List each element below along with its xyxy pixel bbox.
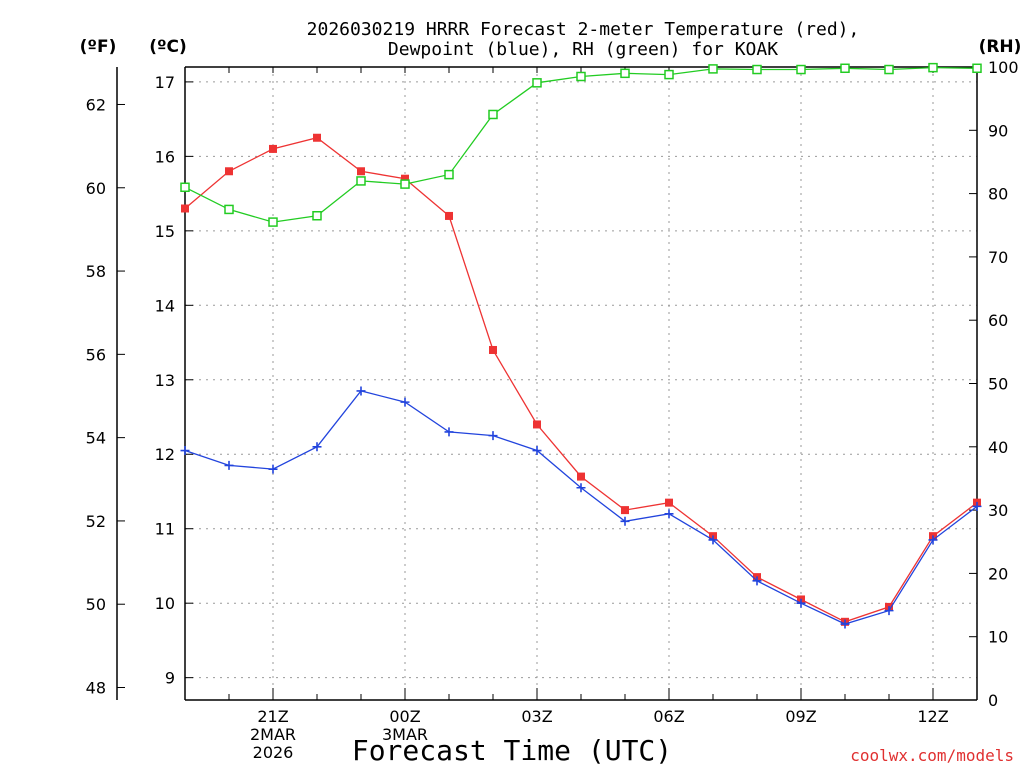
dewpoint-point bbox=[972, 501, 982, 511]
watermark: coolwx.com/models bbox=[850, 746, 1014, 765]
temperature-point bbox=[577, 472, 585, 481]
rh-tick-label: 40 bbox=[988, 438, 1008, 457]
x-tick-label: 00Z bbox=[389, 707, 420, 726]
celsius-tick-label: 15 bbox=[155, 222, 175, 241]
rh-tick-label: 80 bbox=[988, 185, 1008, 204]
dewpoint-point bbox=[400, 397, 410, 407]
fahrenheit-tick-label: 60 bbox=[86, 179, 106, 198]
x-tick-label: 3MAR bbox=[382, 725, 428, 744]
rh-point bbox=[664, 69, 674, 80]
dewpoint-point bbox=[444, 427, 454, 437]
celsius-axis-unit-label: (ºC) bbox=[149, 37, 187, 57]
rh-point bbox=[708, 64, 718, 74]
dewpoint-point bbox=[224, 460, 234, 470]
rh-point bbox=[752, 64, 762, 75]
rh-point bbox=[928, 62, 938, 73]
dewpoint-point bbox=[576, 483, 586, 493]
fahrenheit-tick-label: 54 bbox=[86, 429, 106, 448]
temperature-point bbox=[225, 167, 233, 176]
dewpoint-point bbox=[356, 386, 366, 396]
rh-tick-label: 20 bbox=[988, 564, 1008, 583]
rh-tick-label: 10 bbox=[988, 628, 1008, 647]
rh-tick-label: 30 bbox=[988, 501, 1008, 520]
dewpoint-point bbox=[664, 509, 674, 519]
celsius-tick-label: 12 bbox=[155, 445, 175, 464]
rh-point bbox=[400, 179, 410, 189]
dewpoint-point bbox=[488, 431, 498, 441]
rh-tick-label: 90 bbox=[988, 121, 1008, 140]
dewpoint-point bbox=[620, 516, 630, 526]
fahrenheit-tick-label: 52 bbox=[86, 512, 106, 531]
fahrenheit-axis-unit-label: (ºF) bbox=[80, 37, 117, 57]
rh-point bbox=[972, 63, 982, 74]
celsius-tick-label: 10 bbox=[155, 594, 175, 613]
dewpoint-point bbox=[532, 446, 542, 456]
rh-point bbox=[532, 78, 542, 88]
celsius-tick-label: 13 bbox=[155, 371, 175, 390]
x-tick-label: 03Z bbox=[521, 707, 552, 726]
rh-point bbox=[620, 68, 630, 79]
fahrenheit-tick-label: 62 bbox=[86, 95, 106, 114]
dewpoint-point bbox=[180, 446, 190, 456]
rh-tick-label: 50 bbox=[988, 375, 1008, 394]
x-tick-label: 21Z bbox=[257, 707, 288, 726]
rh-point bbox=[796, 64, 806, 75]
dewpoint-point bbox=[884, 606, 894, 616]
fahrenheit-tick-label: 50 bbox=[86, 595, 106, 614]
celsius-tick-label: 11 bbox=[155, 520, 175, 539]
x-tick-label: 06Z bbox=[653, 707, 684, 726]
chart-title-line2: Dewpoint (blue), RH (green) for KOAK bbox=[388, 39, 778, 60]
rh-point bbox=[884, 64, 894, 75]
rh-point bbox=[840, 63, 850, 74]
celsius-tick-label: 9 bbox=[165, 669, 175, 688]
x-tick-label: 09Z bbox=[785, 707, 816, 726]
temperature-point bbox=[401, 174, 409, 183]
fahrenheit-tick-label: 56 bbox=[86, 345, 106, 364]
series-layer bbox=[180, 62, 982, 629]
temperature-point bbox=[665, 498, 673, 507]
dewpoint-point bbox=[840, 619, 850, 629]
temperature-point bbox=[181, 204, 189, 213]
rh-point bbox=[576, 71, 586, 82]
ticks-layer: 9 10 11 12 13 14 15 16 17 48 50 52 54 56 58 60 62 0 10 20 30… bbox=[86, 58, 1019, 762]
x-axis-title: Forecast Time (UTC) bbox=[352, 734, 672, 767]
dewpoint-point bbox=[796, 598, 806, 608]
celsius-tick-label: 14 bbox=[155, 296, 175, 315]
temperature-point bbox=[269, 144, 277, 153]
rh-tick-label: 0 bbox=[988, 691, 998, 710]
rh-axis-unit-label: (RH) bbox=[979, 37, 1022, 57]
celsius-tick-label: 16 bbox=[155, 147, 175, 166]
rh-point bbox=[224, 204, 234, 215]
temperature-point bbox=[357, 167, 365, 176]
temperature-point bbox=[533, 420, 541, 429]
x-tick-label: 2MAR bbox=[250, 725, 296, 744]
temperature-point bbox=[621, 506, 629, 515]
temperature-point bbox=[445, 211, 453, 220]
rh-point bbox=[180, 182, 190, 193]
rh-point bbox=[312, 211, 322, 221]
rh-point bbox=[356, 176, 366, 186]
grid-layer bbox=[185, 67, 977, 700]
dewpoint-point bbox=[752, 576, 762, 586]
x-tick-label: 2026 bbox=[253, 743, 294, 762]
rh-tick-label: 70 bbox=[988, 248, 1008, 267]
dewpoint-point bbox=[928, 535, 938, 545]
celsius-tick-label: 17 bbox=[155, 73, 175, 92]
rh-point bbox=[268, 217, 278, 227]
rh-point bbox=[444, 169, 454, 180]
temperature-point bbox=[313, 133, 321, 142]
dewpoint-point bbox=[312, 442, 322, 452]
dewpoint-point bbox=[708, 535, 718, 545]
x-tick-label: 12Z bbox=[917, 707, 948, 726]
rh-tick-label: 60 bbox=[988, 311, 1008, 330]
dewpoint-point bbox=[268, 464, 278, 474]
rh-point bbox=[488, 109, 498, 120]
temperature-point bbox=[489, 345, 497, 354]
rh-tick-label: 100 bbox=[988, 58, 1019, 77]
fahrenheit-tick-label: 58 bbox=[86, 262, 106, 281]
chart-title-line1: 2026030219 HRRR Forecast 2-meter Tempera… bbox=[307, 19, 860, 40]
fahrenheit-tick-label: 48 bbox=[86, 679, 106, 698]
